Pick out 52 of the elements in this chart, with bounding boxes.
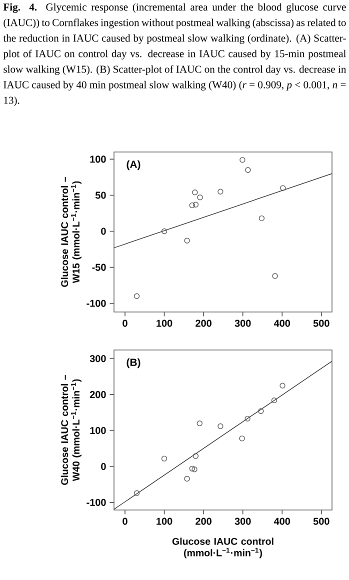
x-tick-label: 300	[234, 320, 251, 327]
point	[244, 416, 250, 422]
y-tick-label: -100	[86, 300, 106, 307]
point	[280, 382, 286, 388]
point	[192, 190, 198, 196]
x-tick-label: 200	[196, 518, 212, 525]
x-tick-label: 0	[122, 320, 128, 327]
point	[192, 466, 198, 472]
point	[161, 456, 168, 462]
point	[258, 408, 264, 414]
y-tick-label: -100	[86, 498, 106, 506]
y-tick-label: 50	[95, 192, 106, 199]
point	[218, 423, 224, 430]
point	[239, 436, 245, 442]
chart-title: Fig. 4. Glycemic response (incremental area under the blood glucose curve (IAUC)) to Cornflakes ingestion without postmeal walking (abscissa) as related to the reduction in IAUC caused by postmeal slow walking (ordinate). (A) Scatter-plot of IAUC on control day vs. decrease in IAUC caused by 15-min postmeal slow walking (W15). (B) Scatter-plot of IAUC on the control day vs. decrease in IAUC caused by 40 min postmeal slow walking (W40) (r = 0.909, p < 0.001, n = 13).	[3, 3, 346, 106]
point	[258, 215, 265, 222]
point	[196, 420, 202, 426]
x-tick-label: 500	[313, 320, 330, 327]
y-tick-label: 0	[101, 462, 106, 470]
y-tick-label: 0	[101, 228, 106, 235]
point	[245, 167, 251, 173]
point	[271, 397, 278, 404]
point	[189, 202, 196, 208]
point	[218, 188, 224, 194]
point	[189, 466, 196, 472]
x-axis-title: Glucose IAUC control (mmol·L$^{−1}$·min$^{−1}$)	[172, 538, 274, 558]
point	[272, 273, 278, 279]
y-tick-label: 100	[90, 427, 106, 434]
annotation: (B)	[126, 358, 140, 368]
x-tick-label: 100	[156, 518, 172, 525]
x-tick-label: 0	[122, 518, 128, 525]
point	[197, 194, 203, 200]
x-tick-label: 100	[156, 320, 172, 327]
y-tick-label: 200	[90, 391, 106, 398]
point	[184, 238, 190, 244]
x-tick-label: 500	[313, 518, 330, 525]
point	[280, 185, 286, 191]
y-tick-label: -50	[92, 264, 106, 271]
point	[192, 453, 199, 459]
point	[134, 293, 140, 299]
point	[184, 476, 190, 482]
y-tick-label: 100	[90, 156, 106, 163]
x-tick-label: 400	[274, 518, 290, 525]
y-tick-label: 300	[90, 355, 106, 362]
annotation: (A)	[126, 160, 140, 170]
point	[161, 228, 168, 234]
x-tick-label: 300	[234, 518, 251, 525]
x-tick-label: 400	[274, 320, 290, 327]
point	[134, 490, 140, 496]
point	[192, 202, 199, 208]
x-tick-label: 200	[196, 320, 212, 327]
point	[240, 157, 246, 163]
